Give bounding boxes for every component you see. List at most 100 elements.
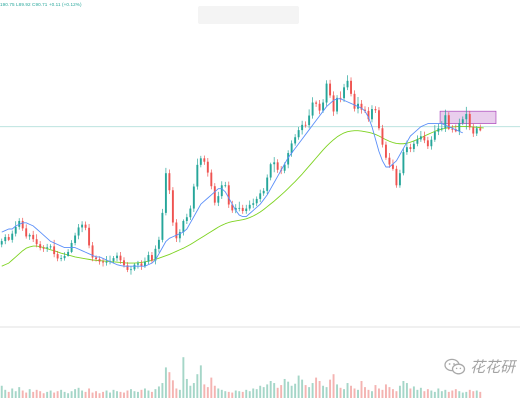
- candle-body: [157, 239, 160, 249]
- candle-body: [290, 143, 293, 154]
- volume-bar: [56, 391, 59, 398]
- volume-bar: [346, 383, 349, 398]
- volume-bar: [395, 391, 398, 398]
- volume-bar: [7, 391, 10, 398]
- volume-bar: [70, 391, 73, 398]
- candle-body: [437, 128, 440, 132]
- volume-bar: [175, 388, 178, 398]
- candle-body: [395, 168, 398, 186]
- candle-body: [336, 97, 339, 112]
- candle-body: [182, 220, 185, 233]
- chart-title-box: [198, 6, 299, 24]
- volume-bar: [182, 357, 185, 398]
- candle-body: [465, 113, 468, 120]
- candle-body: [458, 122, 461, 132]
- volume-bar: [0, 385, 3, 398]
- candle-body: [297, 130, 300, 138]
- candle-body: [102, 261, 104, 263]
- candle-body: [14, 226, 17, 234]
- volume-bar: [318, 381, 321, 398]
- volume-bars: [0, 357, 482, 398]
- candle-body: [350, 80, 352, 94]
- volume-bar: [367, 389, 370, 398]
- candle-body: [241, 207, 244, 212]
- volume-bar: [126, 390, 129, 398]
- volume-bar: [465, 391, 468, 398]
- volume-bar: [262, 387, 265, 398]
- candle-body: [168, 173, 171, 191]
- candle-body: [444, 115, 447, 129]
- candle-body: [248, 204, 251, 209]
- volume-bar: [454, 389, 457, 398]
- candles: [0, 75, 482, 275]
- volume-bar: [60, 389, 63, 398]
- candle-body: [245, 208, 248, 212]
- volume-bar: [102, 391, 104, 398]
- candle-body: [301, 124, 304, 131]
- volume-bar: [304, 385, 307, 398]
- candle-body: [11, 233, 14, 240]
- candle-body: [39, 244, 42, 248]
- candle-body: [259, 193, 262, 199]
- volume-bar: [308, 387, 311, 398]
- candle-body: [419, 136, 422, 140]
- candle-body: [231, 204, 234, 211]
- volume-bar: [74, 389, 77, 398]
- volume-bar: [416, 389, 419, 398]
- volume-bar: [196, 374, 199, 398]
- candle-body: [433, 131, 436, 140]
- volume-bar: [224, 391, 227, 398]
- volume-bar: [357, 389, 359, 398]
- volume-bar: [479, 391, 482, 398]
- candle-body: [423, 136, 426, 141]
- candle-body: [74, 235, 77, 243]
- volume-bar: [409, 388, 412, 398]
- volume-bar: [398, 385, 401, 398]
- volume-bar: [301, 379, 304, 398]
- volume-bar: [287, 381, 290, 398]
- volume-bar: [140, 389, 143, 398]
- volume-bar: [157, 386, 160, 398]
- volume-bar: [14, 391, 17, 398]
- volume-bar: [185, 378, 188, 398]
- candle-body: [189, 208, 192, 218]
- volume-bar: [95, 391, 98, 398]
- wechat-logo-icon: [444, 358, 466, 374]
- candle-body: [430, 139, 433, 147]
- candle-body: [402, 152, 405, 174]
- candle-body: [49, 246, 52, 248]
- volume-bar: [168, 372, 171, 398]
- volume-bar: [147, 390, 150, 398]
- candle-body: [283, 164, 286, 171]
- ma-slow-path: [1, 125, 484, 267]
- volume-bar: [248, 391, 251, 398]
- candle-body: [346, 80, 349, 88]
- candle-body: [391, 164, 394, 169]
- candle-body: [196, 164, 199, 187]
- volume-bar: [353, 388, 356, 398]
- volume-bar: [112, 389, 115, 398]
- candle-body: [381, 128, 384, 145]
- candle-body: [56, 254, 59, 259]
- volume-bar: [18, 387, 21, 398]
- volume-bar: [11, 388, 14, 398]
- candle-body: [88, 227, 91, 246]
- volume-bar: [472, 391, 475, 398]
- volume-bar: [227, 391, 230, 398]
- volume-bar: [220, 389, 223, 398]
- candle-body: [252, 203, 255, 205]
- volume-bar: [84, 391, 87, 398]
- volume-bar: [241, 391, 244, 398]
- candle-body: [171, 190, 174, 223]
- candle-body: [178, 232, 181, 239]
- volume-bar: [430, 390, 433, 398]
- candle-body: [130, 269, 132, 271]
- volume-bar: [63, 391, 66, 398]
- candle-body: [192, 186, 195, 209]
- candle-body: [185, 217, 188, 221]
- candle-body: [398, 173, 401, 186]
- volume-bar: [440, 391, 443, 398]
- candle-body: [7, 237, 10, 240]
- candle-body: [154, 248, 157, 261]
